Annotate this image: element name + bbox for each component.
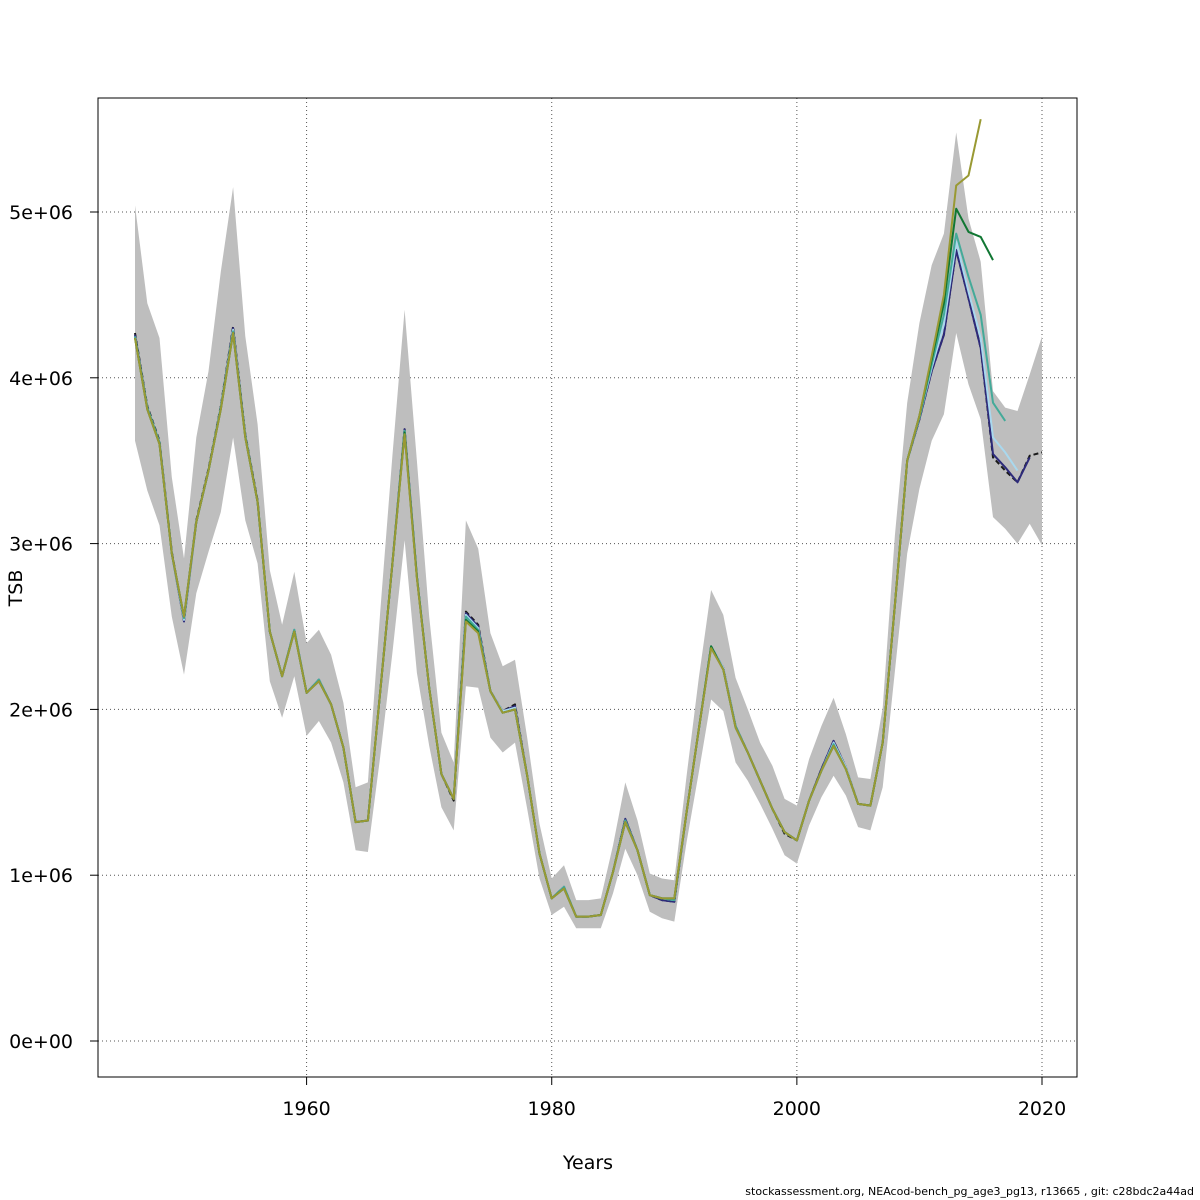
- series-lines: [134, 118, 1043, 918]
- x-tick-label-2000: 2000: [773, 1098, 821, 1120]
- plot-frame: [97, 97, 1078, 1078]
- y-tick-label-1: 1e+06: [9, 865, 73, 887]
- confidence-band: [135, 132, 1042, 929]
- x-tick-label-2020: 2020: [1018, 1098, 1066, 1120]
- x-tick-label-1960: 1960: [282, 1098, 330, 1120]
- y-axis-label: TSB: [5, 570, 27, 608]
- y-tick-label-2: 2e+06: [9, 699, 73, 721]
- x-axis: 1960 1980 2000 2020: [282, 1077, 1066, 1120]
- y-tick-label-3: 3e+06: [9, 534, 73, 556]
- y-tick-label-0: 0e+00: [9, 1031, 73, 1053]
- series-line-5: [134, 118, 982, 918]
- footer-source: stockassessment.org, NEAcod-bench_pg_age…: [745, 1185, 1194, 1198]
- y-tick-label-5: 5e+06: [9, 202, 73, 224]
- x-tick-label-1980: 1980: [528, 1098, 576, 1120]
- confidence-band-area: [135, 132, 1042, 929]
- y-tick-label-4: 4e+06: [9, 368, 73, 390]
- grid-lines: [98, 98, 1077, 1077]
- x-axis-label: Years: [562, 1152, 613, 1174]
- y-axis: 0e+00 1e+06 2e+06 3e+06 4e+06 5e+06: [9, 202, 98, 1053]
